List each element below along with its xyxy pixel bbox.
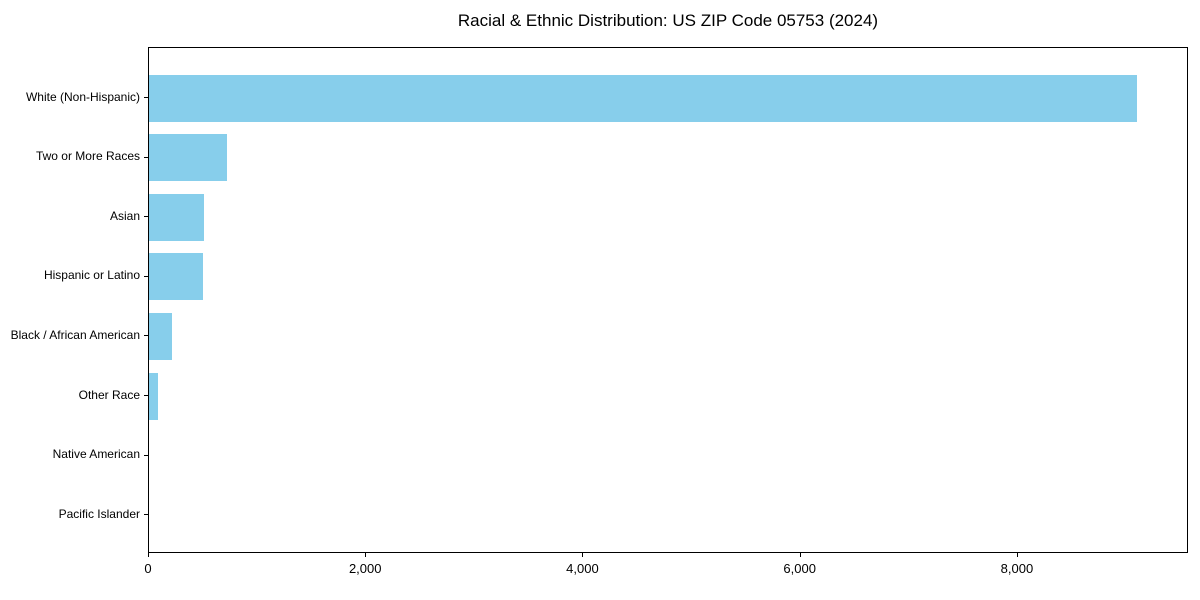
- y-tick-label-asian: Asian: [109, 208, 140, 223]
- x-tick-mark: [799, 553, 801, 557]
- y-tick-mark: [144, 97, 148, 98]
- bar-hispanic-or-latino: [149, 253, 203, 301]
- bar-other-race: [149, 372, 158, 420]
- y-tick-label-hispanic-or-latino: Hispanic or Latino: [43, 268, 140, 283]
- x-tick-label-6000: 6,000: [783, 561, 816, 576]
- x-tick-label-2000: 2,000: [348, 561, 382, 576]
- y-tick-mark: [144, 335, 148, 337]
- y-tick-label-native-american: Native American: [52, 447, 140, 462]
- y-tick-mark: [144, 156, 148, 158]
- y-tick-label-white-non-hispanic: White (Non-Hispanic): [25, 89, 140, 104]
- y-tick-mark: [144, 275, 148, 277]
- y-tick-mark: [144, 216, 148, 218]
- bar-white-non-hispanic: [149, 74, 1138, 122]
- y-tick-mark: [144, 395, 148, 396]
- x-tick-label-0: 0: [144, 561, 152, 576]
- bar-two-or-more-races: [149, 134, 228, 182]
- x-tick-label-4000: 4,000: [566, 561, 599, 576]
- x-tick-mark: [582, 553, 584, 557]
- x-tick-label-8000: 8,000: [1000, 561, 1034, 576]
- plot-area: [148, 47, 1188, 553]
- x-tick-mark: [1016, 553, 1018, 557]
- y-tick-mark: [144, 454, 148, 456]
- chart-title: Racial & Ethnic Distribution: US ZIP Cod…: [457, 11, 879, 30]
- y-tick-label-black-african-american: Black / African American: [10, 327, 140, 342]
- y-tick-label-pacific-islander: Pacific Islander: [58, 506, 140, 521]
- x-tick-mark: [365, 553, 367, 557]
- bar-asian: [149, 193, 205, 241]
- bar-black-african-american: [149, 312, 172, 360]
- y-tick-label-other-race: Other Race: [78, 387, 140, 402]
- y-tick-mark: [144, 514, 148, 516]
- y-tick-label-two-or-more-races: Two or More Races: [35, 149, 140, 164]
- x-tick-mark: [148, 553, 149, 557]
